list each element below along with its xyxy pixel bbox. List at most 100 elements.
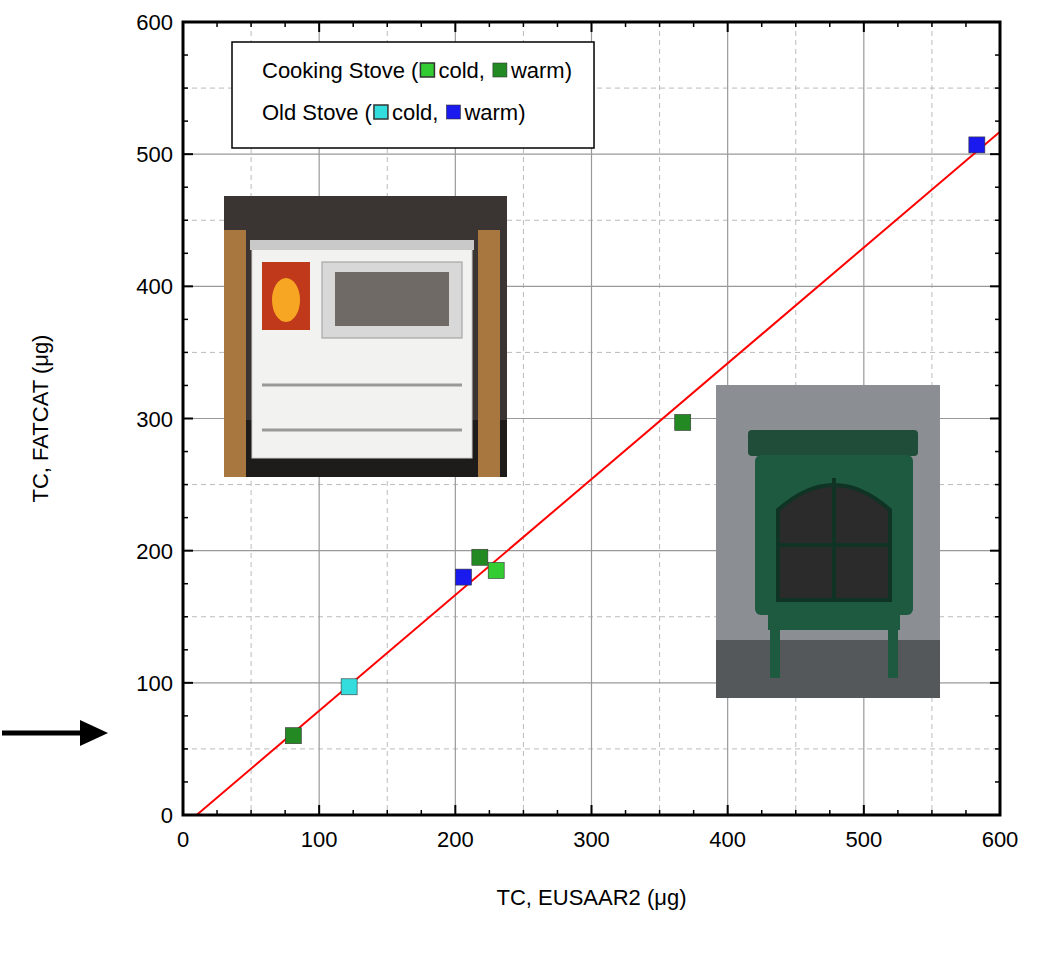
tick-label: 500 (845, 827, 882, 852)
minor-tick (183, 319, 188, 321)
minor-tick (183, 352, 188, 354)
grid (183, 22, 1000, 815)
minor-tick (216, 810, 218, 815)
tick (990, 814, 1000, 816)
minor-tick (965, 810, 967, 815)
minor-tick (829, 22, 831, 27)
minor-tick (183, 385, 188, 387)
minor-tick (183, 583, 188, 585)
lines (197, 132, 1000, 815)
minor-tick (897, 22, 899, 27)
minor-tick (183, 120, 188, 122)
photo-bg (716, 385, 940, 698)
photo-oven (322, 262, 462, 338)
points (285, 137, 985, 744)
legend-text: ( (365, 100, 373, 125)
arrow-shaft (2, 731, 82, 736)
tick-label: 200 (136, 539, 173, 564)
tick (990, 21, 1000, 23)
photo-top (748, 430, 918, 456)
tick-label: 600 (982, 827, 1019, 852)
tick (183, 418, 193, 420)
legend-text: , (432, 100, 438, 125)
tick (727, 805, 729, 815)
photo-old-stove (716, 385, 940, 698)
tick (183, 153, 193, 155)
minor-tick (489, 810, 491, 815)
minor-tick (183, 54, 188, 56)
photo-leg (888, 628, 898, 678)
legend-text: ( (411, 58, 419, 83)
tick-label: 400 (136, 274, 173, 299)
minor-tick (995, 253, 1000, 255)
minor-tick (284, 22, 286, 27)
legend-swatch (420, 63, 434, 77)
minor-tick (250, 810, 252, 815)
photo-flame (272, 278, 300, 322)
minor-tick (421, 810, 423, 815)
minor-tick (659, 22, 661, 27)
legend-text: cold (392, 100, 432, 125)
photo-bar (832, 478, 836, 600)
photo-oven-window (335, 272, 449, 326)
tick (183, 21, 193, 23)
chart: 01002003004005006000100200300400500600TC… (0, 0, 1060, 958)
minor-tick (352, 810, 354, 815)
tick (990, 550, 1000, 552)
tick (454, 22, 456, 32)
fit-line (197, 132, 1000, 815)
minor-tick (352, 22, 354, 27)
tick-label: 300 (573, 827, 610, 852)
tick (318, 22, 320, 32)
minor-tick (523, 810, 525, 815)
arrow (2, 720, 108, 746)
minor-tick (183, 253, 188, 255)
data (197, 132, 1000, 815)
tick (999, 22, 1001, 32)
point (488, 562, 504, 578)
legend-text: cold (438, 58, 478, 83)
minor-tick (183, 748, 188, 750)
minor-tick (795, 22, 797, 27)
minor-tick (995, 87, 1000, 89)
arrow-head (80, 720, 108, 746)
minor-tick (995, 781, 1000, 783)
legend-text: warm (463, 100, 518, 125)
minor-tick (625, 810, 627, 815)
tick (591, 22, 593, 32)
tick-label: 100 (136, 671, 173, 696)
photo-bg (224, 196, 507, 477)
photo-handle (262, 429, 462, 432)
minor-tick (183, 451, 188, 453)
point (341, 679, 357, 695)
photo-post (478, 230, 500, 477)
minor-tick (387, 810, 389, 815)
minor-tick (387, 22, 389, 27)
tick (183, 814, 193, 816)
frame (183, 22, 1000, 815)
legend-swatch (493, 63, 507, 77)
minor-tick (183, 484, 188, 486)
tick (727, 22, 729, 32)
minor-tick (965, 22, 967, 27)
minor-tick (995, 319, 1000, 321)
legend-text: Old Stove (262, 100, 359, 125)
x-axis-title: TC, EUSAAR2 (μg) (497, 885, 687, 910)
minor-tick (995, 583, 1000, 585)
minor-tick (523, 22, 525, 27)
tick-label: 0 (161, 803, 173, 828)
tick (183, 285, 193, 287)
photo-bar (778, 543, 890, 547)
minor-tick (995, 517, 1000, 519)
tick-label: 200 (437, 827, 474, 852)
minor-tick (659, 810, 661, 815)
minor-tick (183, 715, 188, 717)
tick (182, 22, 184, 32)
tick-label: 0 (177, 827, 189, 852)
minor-tick (557, 22, 559, 27)
y-axis-title: TC, FATCAT (μg) (28, 335, 53, 503)
minor-tick (216, 22, 218, 27)
minor-tick (625, 22, 627, 27)
tick-label: 400 (709, 827, 746, 852)
legend-text: , (479, 58, 485, 83)
